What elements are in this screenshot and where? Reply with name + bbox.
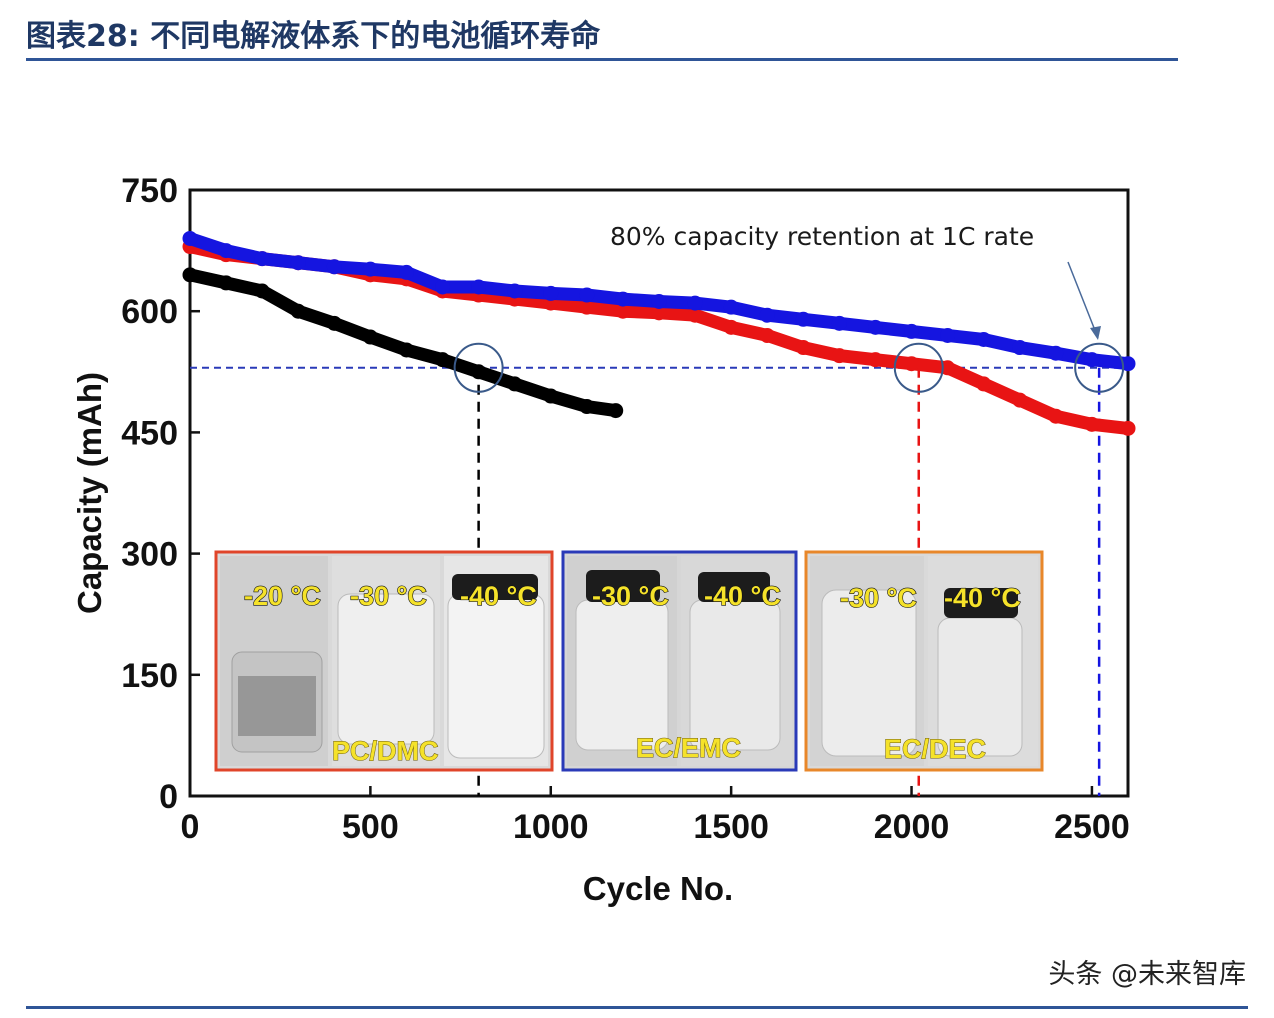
x-tick-label-0: 0 <box>181 808 200 846</box>
point-ec-emc-14 <box>687 295 703 311</box>
reference-lines <box>190 366 1128 796</box>
point-ec-emc-25 <box>1084 352 1100 368</box>
x-tick-label-1: 500 <box>342 808 399 846</box>
footer-rule <box>26 1006 1248 1009</box>
point-ec-dec-16 <box>759 327 775 343</box>
point-ec-emc-4 <box>326 259 342 275</box>
point-ec-dec-13 <box>651 305 667 321</box>
inset-ec-emc-solvent: EC/EMC <box>636 733 741 763</box>
point-ec-emc-6 <box>398 264 414 280</box>
point-ec-emc-13 <box>651 294 667 310</box>
point-pc-dmc-10 <box>543 388 559 404</box>
inset-ec-dec-solvent: EC/DEC <box>884 734 986 764</box>
point-ec-emc-7 <box>435 279 451 295</box>
x-tick-label-4: 2000 <box>874 808 950 846</box>
retention-annotation: 80% capacity retention at 1C rate <box>610 222 1034 251</box>
point-ec-dec-21 <box>940 360 956 376</box>
point-ec-emc-12 <box>615 291 631 307</box>
axes: 0 500 1000 1500 2000 2500 0 150 300 450 600 750 <box>121 172 1129 846</box>
point-ec-emc-3 <box>290 255 306 271</box>
inset-pc-dmc-temp-3: -40 °C <box>460 581 537 611</box>
point-ec-emc-2 <box>254 251 270 267</box>
inset-ec-dec-temp-1: -30 °C <box>840 583 917 613</box>
point-ec-emc-20 <box>904 323 920 339</box>
point-pc-dmc-6 <box>398 342 414 358</box>
point-ec-dec-17 <box>795 340 811 356</box>
y-tick-label-4: 600 <box>121 293 178 331</box>
x-axis-label: Cycle No. <box>583 870 733 907</box>
point-ec-dec-26 <box>1120 420 1136 436</box>
watermark: 头条 @未来智库 <box>1048 959 1246 990</box>
point-ec-emc-23 <box>1012 340 1028 356</box>
inset-ec-dec: -30 °C -40 °C EC/DEC <box>804 550 1044 772</box>
point-ec-dec-14 <box>687 307 703 323</box>
point-ec-dec-15 <box>723 319 739 335</box>
point-ec-dec-24 <box>1048 408 1064 424</box>
retention-markers <box>453 342 1125 393</box>
point-pc-dmc-9 <box>507 376 523 392</box>
inset-pc-dmc: -20 °C -30 °C -40 °C PC/DMC <box>214 550 554 772</box>
annotation-arrow <box>1067 261 1099 339</box>
point-ec-dec-12 <box>615 303 631 319</box>
point-pc-dmc-8 <box>471 364 487 380</box>
inset-ec-dec-temp-2: -40 °C <box>944 583 1021 613</box>
title-rule <box>26 58 1178 61</box>
retention-circle-ec-emc <box>1074 342 1125 393</box>
point-ec-dec-20 <box>904 356 920 372</box>
y-tick-label-5: 750 <box>121 172 178 210</box>
point-pc-dmc-1 <box>218 275 234 291</box>
point-ec-dec-22 <box>976 376 992 392</box>
inset-ec-emc-temp-2: -40 °C <box>704 581 781 611</box>
point-ec-emc-24 <box>1048 345 1064 361</box>
inset-ec-emc: -30 °C -40 °C EC/EMC <box>561 550 798 772</box>
point-ec-dec-11 <box>579 299 595 315</box>
figure-title: 图表28: 不同电解液体系下的电池循环寿命 <box>26 19 601 54</box>
point-ec-emc-21 <box>940 327 956 343</box>
point-pc-dmc-3 <box>290 303 306 319</box>
point-ec-emc-8 <box>471 279 487 295</box>
point-ec-emc-18 <box>831 315 847 331</box>
point-ec-emc-17 <box>795 311 811 327</box>
annotation-arrowhead <box>1090 326 1101 340</box>
x-tick-label-5: 2500 <box>1054 808 1130 846</box>
point-pc-dmc-2 <box>254 283 270 299</box>
retention-circle-ec-dec <box>893 342 944 393</box>
x-tick-label-2: 1000 <box>513 808 589 846</box>
point-ec-emc-11 <box>579 287 595 303</box>
point-ec-dec-18 <box>831 348 847 364</box>
point-ec-emc-26 <box>1120 356 1136 372</box>
inset-pc-dmc-temp-1: -20 °C <box>244 581 321 611</box>
series-layer <box>182 230 1136 436</box>
point-ec-dec-25 <box>1084 416 1100 432</box>
inset-pc-dmc-solvent: PC/DMC <box>332 736 439 766</box>
point-pc-dmc-4 <box>326 315 342 331</box>
point-pc-dmc-0 <box>182 267 198 283</box>
y-axis-label: Capacity (mAh) <box>71 372 108 614</box>
point-ec-emc-10 <box>543 285 559 301</box>
point-ec-emc-5 <box>362 261 378 277</box>
x-tick-label-3: 1500 <box>693 808 769 846</box>
point-ec-dec-23 <box>1012 392 1028 408</box>
retention-circle-pc-dmc <box>453 342 504 393</box>
point-ec-emc-15 <box>723 299 739 315</box>
point-ec-emc-9 <box>507 283 523 299</box>
point-ec-emc-19 <box>867 319 883 335</box>
plot-frame <box>188 188 1130 798</box>
point-ec-emc-0 <box>182 230 198 246</box>
y-tick-label-0: 0 <box>159 778 178 816</box>
point-ec-emc-22 <box>976 331 992 347</box>
point-pc-dmc-11 <box>579 399 595 415</box>
point-pc-dmc-7 <box>435 352 451 368</box>
y-tick-label-1: 150 <box>121 657 178 695</box>
point-ec-emc-16 <box>759 307 775 323</box>
point-pc-dmc-12 <box>608 403 624 419</box>
y-tick-label-2: 300 <box>121 536 178 574</box>
point-ec-emc-1 <box>218 243 234 259</box>
inset-ec-emc-temp-1: -30 °C <box>592 581 669 611</box>
point-ec-dec-19 <box>867 352 883 368</box>
point-pc-dmc-5 <box>362 329 378 345</box>
inset-pc-dmc-temp-2: -30 °C <box>350 581 427 611</box>
y-tick-label-3: 450 <box>121 414 178 452</box>
